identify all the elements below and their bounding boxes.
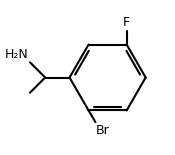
Text: F: F (123, 16, 130, 29)
Text: H₂N: H₂N (5, 48, 29, 61)
Text: Br: Br (96, 124, 110, 137)
